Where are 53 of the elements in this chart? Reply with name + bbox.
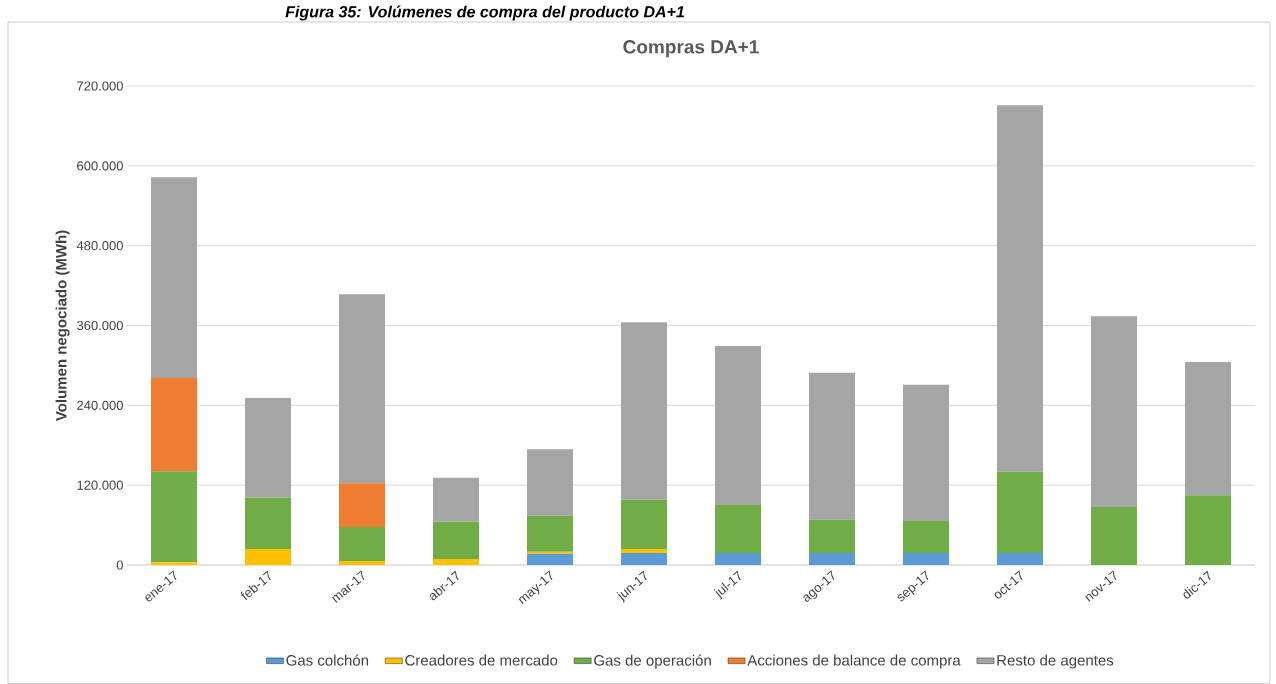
bar [809, 553, 855, 565]
bar [433, 477, 479, 522]
bar [527, 553, 573, 565]
y-tick-label: 360.000 [76, 320, 123, 331]
y-axis-title: Volumen negociado (MWh) [55, 230, 70, 422]
bar [151, 471, 198, 563]
bar [527, 449, 573, 516]
legend-label: Gas de operación [594, 654, 711, 669]
bar [1090, 507, 1137, 565]
bar [715, 346, 761, 506]
y-tick-label: 120.000 [77, 480, 123, 490]
bar [245, 497, 292, 550]
bar [996, 471, 1043, 554]
bar [245, 398, 292, 498]
bar [339, 483, 386, 528]
bar [151, 378, 198, 472]
bar [996, 553, 1043, 565]
bar [903, 553, 949, 565]
bar [1090, 316, 1137, 508]
legend-label: Gas colchón [286, 654, 369, 666]
bar [903, 384, 949, 522]
bar [527, 551, 573, 554]
bar [433, 521, 479, 559]
bar [151, 562, 198, 565]
bar [809, 372, 855, 520]
bar [433, 559, 479, 565]
y-tick-label: 720.000 [77, 81, 123, 91]
bar [621, 553, 667, 565]
y-tick-label: 240.000 [77, 400, 123, 410]
bar [715, 553, 761, 565]
bar [245, 549, 292, 565]
bar [151, 177, 198, 379]
bar [621, 499, 667, 550]
bar [996, 105, 1043, 472]
bar [809, 519, 855, 554]
bar [715, 505, 761, 554]
text: Figura 35: Volúmenes de compra del producto DA+1 [285, 5, 684, 21]
bar [339, 527, 386, 561]
bar [339, 294, 386, 484]
y-tick-label: 480.000 [76, 241, 123, 251]
y-tick-label: 0 [116, 560, 123, 570]
legend-label: Acciones de balance de compra [747, 654, 961, 669]
legend-label: Resto de agentes [997, 654, 1114, 669]
chart-title: Compras DA+1 [623, 40, 759, 58]
bar [621, 549, 667, 554]
bar [527, 515, 573, 552]
legend-label: Creadores de mercado [405, 654, 558, 666]
bar [1184, 362, 1231, 496]
bar [339, 560, 386, 565]
y-tick-label: 600.000 [77, 161, 123, 171]
bar [1184, 495, 1231, 565]
bar [621, 322, 667, 500]
bar [903, 521, 949, 554]
